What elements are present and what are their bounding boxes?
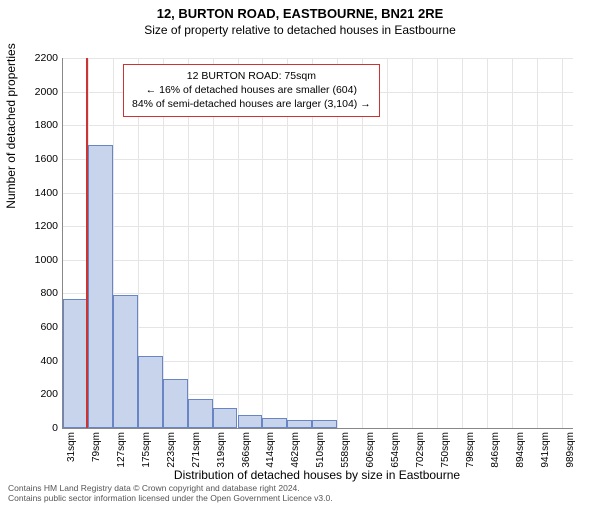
gridline-h xyxy=(63,125,573,126)
y-tick-label: 2000 xyxy=(18,86,58,98)
y-tick-label: 1200 xyxy=(18,220,58,232)
x-tick-label: 462sqm xyxy=(290,432,301,472)
x-tick-label: 798sqm xyxy=(465,432,476,472)
gridline-v xyxy=(412,58,413,428)
annotation-line-1: 12 BURTON ROAD: 75sqm xyxy=(132,69,371,83)
y-tick-label: 1800 xyxy=(18,119,58,131)
gridline-v xyxy=(437,58,438,428)
x-tick-label: 319sqm xyxy=(216,432,227,472)
y-axis-label: Number of detached properties xyxy=(4,16,18,236)
histogram-bar xyxy=(312,420,337,428)
property-marker-line xyxy=(86,58,88,428)
y-tick-label: 1600 xyxy=(18,153,58,165)
y-tick-label: 600 xyxy=(18,321,58,333)
histogram-bar xyxy=(287,420,312,428)
plot-area: 12 BURTON ROAD: 75sqm ← 16% of detached … xyxy=(62,58,573,429)
x-tick-label: 271sqm xyxy=(191,432,202,472)
histogram-bar xyxy=(88,145,113,428)
x-tick-label: 366sqm xyxy=(241,432,252,472)
x-tick-label: 175sqm xyxy=(141,432,152,472)
gridline-h xyxy=(63,226,573,227)
histogram-bar xyxy=(188,399,213,428)
x-tick-label: 750sqm xyxy=(440,432,451,472)
gridline-h xyxy=(63,293,573,294)
y-tick-label: 0 xyxy=(18,422,58,434)
gridline-h xyxy=(63,193,573,194)
gridline-v xyxy=(512,58,513,428)
y-tick-label: 200 xyxy=(18,388,58,400)
gridline-v xyxy=(537,58,538,428)
chart-subtitle: Size of property relative to detached ho… xyxy=(0,23,600,37)
gridline-v xyxy=(387,58,388,428)
histogram-bar xyxy=(238,415,263,428)
x-tick-label: 846sqm xyxy=(490,432,501,472)
gridline-v xyxy=(462,58,463,428)
histogram-bar xyxy=(262,418,287,428)
x-tick-label: 414sqm xyxy=(265,432,276,472)
chart-title: 12, BURTON ROAD, EASTBOURNE, BN21 2RE xyxy=(0,6,600,21)
histogram-bar xyxy=(138,356,163,428)
x-tick-label: 223sqm xyxy=(166,432,177,472)
annotation-line-2: ← 16% of detached houses are smaller (60… xyxy=(132,83,371,97)
annotation-box: 12 BURTON ROAD: 75sqm ← 16% of detached … xyxy=(123,64,380,117)
x-tick-label: 127sqm xyxy=(116,432,127,472)
x-tick-label: 702sqm xyxy=(415,432,426,472)
x-tick-label: 558sqm xyxy=(340,432,351,472)
x-tick-label: 606sqm xyxy=(365,432,376,472)
histogram-bar xyxy=(63,299,88,429)
gridline-h xyxy=(63,260,573,261)
histogram-bar xyxy=(113,295,138,428)
x-tick-label: 894sqm xyxy=(515,432,526,472)
histogram-bar xyxy=(163,379,188,428)
footer-text: Contains HM Land Registry data © Crown c… xyxy=(8,484,333,504)
y-tick-label: 400 xyxy=(18,355,58,367)
x-tick-label: 989sqm xyxy=(565,432,576,472)
gridline-v xyxy=(487,58,488,428)
y-tick-label: 2200 xyxy=(18,52,58,64)
annotation-line-3: 84% of semi-detached houses are larger (… xyxy=(132,97,371,111)
gridline-h xyxy=(63,159,573,160)
x-tick-label: 31sqm xyxy=(66,432,77,472)
y-tick-label: 800 xyxy=(18,287,58,299)
x-tick-label: 79sqm xyxy=(91,432,102,472)
x-tick-label: 510sqm xyxy=(315,432,326,472)
y-tick-label: 1000 xyxy=(18,254,58,266)
y-tick-label: 1400 xyxy=(18,187,58,199)
footer-line-2: Contains public sector information licen… xyxy=(8,494,333,504)
x-tick-label: 941sqm xyxy=(540,432,551,472)
gridline-v xyxy=(562,58,563,428)
gridline-h xyxy=(63,327,573,328)
gridline-h xyxy=(63,58,573,59)
histogram-bar xyxy=(213,408,238,428)
x-tick-label: 654sqm xyxy=(390,432,401,472)
